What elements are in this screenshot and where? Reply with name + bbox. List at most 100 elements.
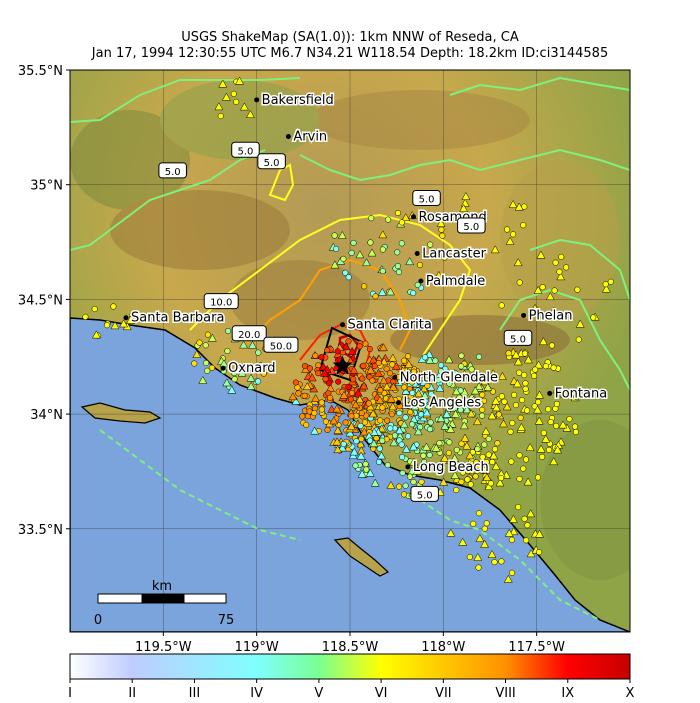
- city-dot: [123, 315, 129, 321]
- station-marker: [324, 426, 331, 433]
- station-marker: [110, 321, 120, 330]
- station-marker: [489, 451, 499, 460]
- city-label: Los Angeles: [404, 396, 482, 411]
- station-marker: [377, 417, 384, 424]
- station-marker: [495, 478, 505, 487]
- x-tick-label: 118°W: [421, 640, 465, 655]
- station-marker: [539, 453, 546, 460]
- station-marker: [355, 395, 365, 404]
- station-marker: [545, 406, 552, 413]
- station-marker: [602, 281, 609, 288]
- station-marker: [461, 191, 471, 200]
- station-marker: [406, 473, 414, 480]
- station-marker: [221, 92, 231, 101]
- station-marker: [401, 384, 408, 391]
- contour-label: 5.0: [264, 158, 280, 169]
- station-marker: [204, 331, 211, 338]
- station-marker: [310, 426, 320, 435]
- station-marker: [387, 425, 394, 432]
- contour-label: 50.0: [270, 341, 292, 352]
- station-marker: [404, 353, 411, 360]
- station-marker: [303, 421, 310, 428]
- station-marker: [260, 370, 267, 377]
- station-marker: [414, 389, 424, 398]
- city-label: Fontana: [555, 386, 607, 401]
- station-marker: [420, 391, 430, 400]
- station-marker: [432, 357, 439, 364]
- station-marker: [556, 268, 563, 275]
- station-marker: [514, 202, 524, 211]
- station-marker: [368, 215, 375, 222]
- station-marker: [507, 428, 514, 435]
- station-marker: [352, 462, 359, 469]
- station-marker: [479, 412, 486, 419]
- station-marker: [366, 365, 376, 374]
- station-marker: [522, 380, 529, 387]
- station-marker: [483, 459, 490, 466]
- station-marker: [391, 432, 399, 439]
- city-dot: [396, 400, 402, 406]
- station-marker: [217, 113, 224, 120]
- station-marker: [451, 405, 458, 412]
- station-marker: [379, 376, 389, 385]
- station-marker: [385, 216, 392, 223]
- station-marker: [330, 260, 340, 269]
- station-marker: [318, 354, 325, 361]
- contour-label: 5.0: [238, 146, 254, 157]
- station-marker: [350, 239, 357, 246]
- station-marker: [218, 79, 228, 88]
- station-marker: [522, 385, 529, 392]
- station-marker: [198, 375, 208, 384]
- station-marker: [377, 451, 386, 460]
- station-marker: [453, 446, 460, 453]
- station-marker: [363, 466, 370, 473]
- station-marker: [468, 366, 475, 373]
- station-marker: [396, 410, 403, 417]
- station-marker: [342, 269, 349, 276]
- station-marker: [504, 226, 511, 233]
- station-marker: [553, 422, 560, 429]
- station-marker: [365, 468, 375, 477]
- station-marker: [431, 443, 441, 452]
- station-marker: [558, 253, 565, 260]
- contour-5: [70, 149, 266, 251]
- station-marker: [490, 245, 500, 254]
- station-marker: [534, 416, 544, 425]
- station-marker: [551, 287, 558, 294]
- station-marker: [487, 411, 497, 420]
- station-marker: [361, 283, 368, 290]
- station-marker: [402, 414, 409, 421]
- station-marker: [367, 248, 377, 257]
- city-label: Oxnard: [228, 361, 275, 376]
- station-marker: [369, 377, 376, 384]
- city-label: Arvin: [293, 130, 327, 145]
- station-marker: [351, 400, 361, 409]
- station-marker: [563, 264, 570, 271]
- station-marker: [536, 444, 546, 453]
- station-marker: [203, 359, 210, 367]
- station-marker: [311, 393, 321, 402]
- station-marker: [409, 457, 419, 466]
- station-marker: [552, 385, 562, 394]
- station-marker: [375, 359, 382, 367]
- station-marker: [384, 417, 391, 424]
- station-marker: [239, 340, 249, 349]
- station-marker: [571, 423, 579, 430]
- city-dot: [414, 251, 420, 257]
- station-marker: [511, 350, 521, 359]
- station-marker: [225, 327, 232, 335]
- station-marker: [548, 342, 556, 349]
- station-marker: [302, 382, 312, 391]
- station-marker: [462, 405, 472, 414]
- station-marker: [395, 426, 404, 435]
- station-marker: [322, 375, 329, 383]
- station-marker: [480, 377, 490, 386]
- station-marker: [359, 381, 369, 390]
- station-marker: [362, 461, 369, 468]
- station-marker: [510, 231, 517, 238]
- station-marker: [532, 366, 539, 373]
- station-marker: [444, 355, 454, 364]
- station-marker: [497, 371, 507, 380]
- station-marker: [524, 407, 531, 414]
- station-marker: [607, 278, 614, 285]
